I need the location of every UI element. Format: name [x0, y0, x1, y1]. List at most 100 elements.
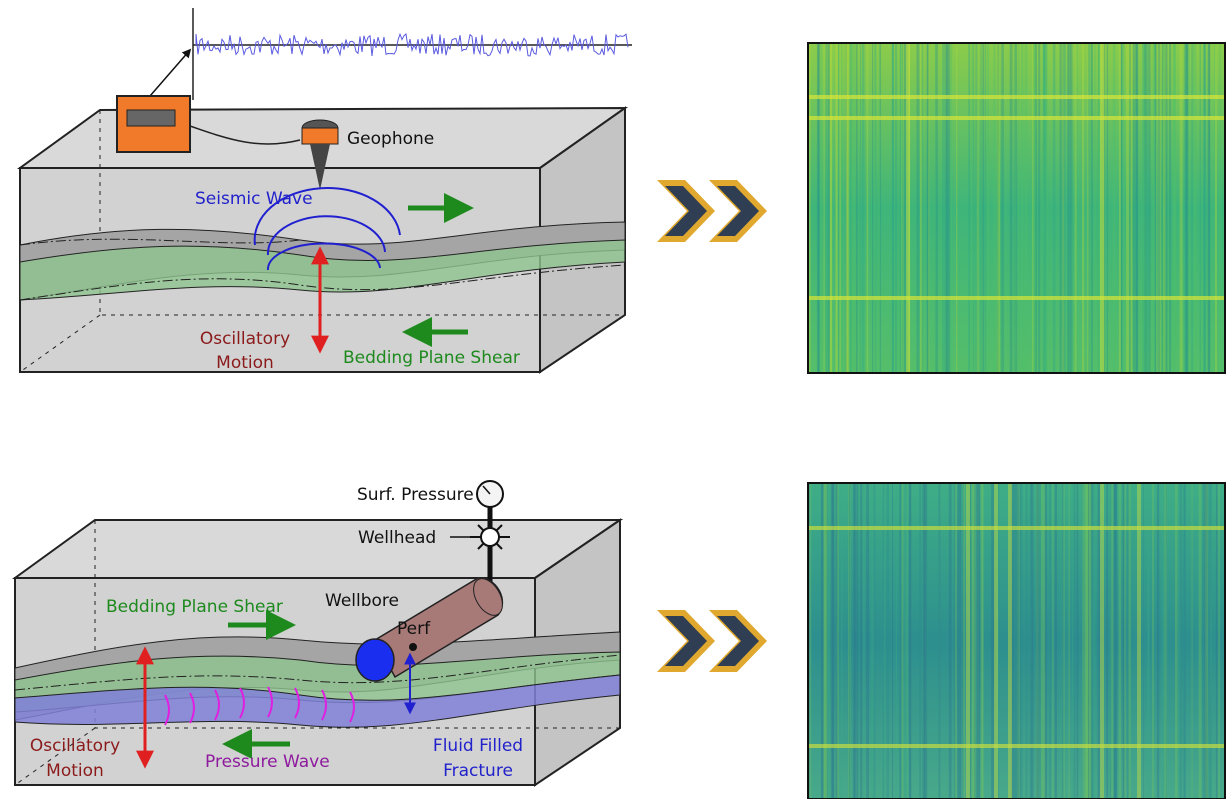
texture: [900, 43, 902, 373]
label: Bedding Plane Shear: [106, 597, 283, 617]
texture: [1152, 483, 1154, 799]
texture: [1157, 483, 1159, 799]
texture: [1149, 43, 1151, 373]
texture: [820, 43, 822, 373]
texture: [902, 43, 903, 373]
texture: [841, 483, 843, 799]
texture: [980, 43, 981, 373]
texture: [1111, 483, 1113, 799]
texture: [946, 43, 948, 373]
texture: [1180, 43, 1183, 373]
texture: [968, 43, 970, 373]
label: Bedding Plane Shear: [343, 348, 520, 368]
texture: [895, 43, 897, 373]
texture: [1036, 483, 1039, 799]
texture: [1219, 43, 1220, 373]
texture: [1062, 483, 1064, 799]
label: Pressure Wave: [205, 752, 330, 772]
texture: [826, 483, 827, 799]
texture: [1098, 483, 1101, 799]
texture: [982, 43, 984, 373]
texture: [1192, 483, 1193, 799]
texture: [1215, 43, 1217, 373]
spectrogram-top: [808, 43, 1225, 373]
texture: [971, 483, 973, 799]
texture: [871, 483, 874, 799]
texture: [892, 483, 893, 799]
texture: [839, 43, 841, 373]
texture: [824, 483, 825, 799]
texture: [1030, 483, 1032, 799]
label: Oscillatory: [30, 736, 120, 756]
texture: [1013, 483, 1014, 799]
texture: [1090, 483, 1093, 799]
texture: [1137, 483, 1141, 799]
texture: [1169, 43, 1171, 373]
texture: [1094, 43, 1096, 373]
texture: [1032, 43, 1033, 373]
texture: [1200, 43, 1201, 373]
texture: [860, 43, 861, 373]
texture: [1126, 43, 1128, 373]
texture: [856, 43, 858, 373]
texture: [1218, 483, 1220, 799]
spectrogram-bottom: [808, 483, 1225, 799]
scene: Geophone Seismic Wave Oscillatory Motion…: [0, 0, 1232, 799]
chevrons: [657, 180, 767, 672]
texture: [1060, 43, 1062, 373]
texture: [997, 43, 998, 373]
texture: [831, 483, 833, 799]
texture: [994, 483, 998, 799]
bottom-diagram: Surf. Pressure Wellhead Bedding Plane Sh…: [15, 481, 620, 785]
texture: [1202, 483, 1204, 799]
texture: [1072, 483, 1073, 799]
texture: [1162, 483, 1164, 799]
texture: [1008, 483, 1012, 799]
texture: [862, 43, 865, 373]
label: Seismic Wave: [195, 189, 313, 209]
texture: [1184, 483, 1186, 799]
texture: [863, 483, 865, 799]
texture: [1001, 43, 1004, 373]
texture: [1082, 483, 1085, 799]
texture: [821, 483, 822, 799]
texture: [1100, 483, 1104, 799]
texture: [856, 483, 858, 799]
texture: [909, 483, 911, 799]
texture: [916, 43, 919, 373]
texture: [854, 43, 855, 373]
texture: [1107, 43, 1108, 373]
texture: [1210, 483, 1212, 799]
texture: [1088, 43, 1090, 373]
texture: [1052, 483, 1053, 799]
texture: [1162, 43, 1165, 373]
label: Surf. Pressure: [357, 485, 474, 505]
texture: [1040, 483, 1041, 799]
texture: [973, 43, 974, 373]
texture: [906, 43, 910, 373]
texture: [1090, 43, 1091, 373]
texture: [985, 43, 986, 373]
texture: [977, 483, 980, 799]
texture: [956, 43, 957, 373]
texture: [974, 483, 976, 799]
texture: [866, 483, 869, 799]
texture: [850, 43, 851, 373]
texture: [1077, 483, 1079, 799]
texture: [942, 43, 945, 373]
texture: [1204, 43, 1206, 373]
texture: [1053, 43, 1056, 373]
texture: [972, 43, 973, 373]
texture: [860, 483, 862, 799]
texture: [883, 483, 885, 799]
texture: [1049, 483, 1051, 799]
texture: [924, 483, 927, 799]
texture: [1094, 483, 1095, 799]
texture: [906, 483, 909, 799]
texture: [808, 116, 1225, 120]
texture: [1191, 43, 1193, 373]
texture: [1147, 43, 1149, 373]
texture: [1205, 483, 1208, 799]
texture: [922, 43, 924, 373]
texture: [836, 43, 838, 373]
